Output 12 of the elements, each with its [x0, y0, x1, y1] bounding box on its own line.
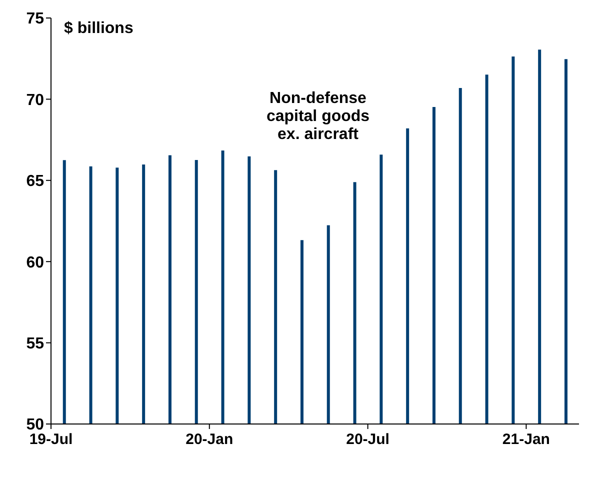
y-tick-label: 50: [26, 416, 44, 434]
x-tick-label: 21-Jan: [502, 431, 550, 448]
y-axis-title: $ billions: [64, 20, 134, 38]
x-tick-label: 19-Jul: [29, 431, 73, 448]
annotation: Non-defense capital goods ex. aircraft: [265, 90, 371, 144]
x-tick-label: 20-Jan: [186, 431, 234, 448]
y-tick-label: 75: [26, 10, 44, 28]
y-tick-label: 55: [26, 335, 44, 352]
y-tick-label: 60: [26, 254, 44, 272]
x-tick-label: 20-Jul: [346, 431, 390, 448]
y-tick-label: 65: [26, 173, 44, 190]
y-tick-label: 70: [26, 92, 44, 109]
